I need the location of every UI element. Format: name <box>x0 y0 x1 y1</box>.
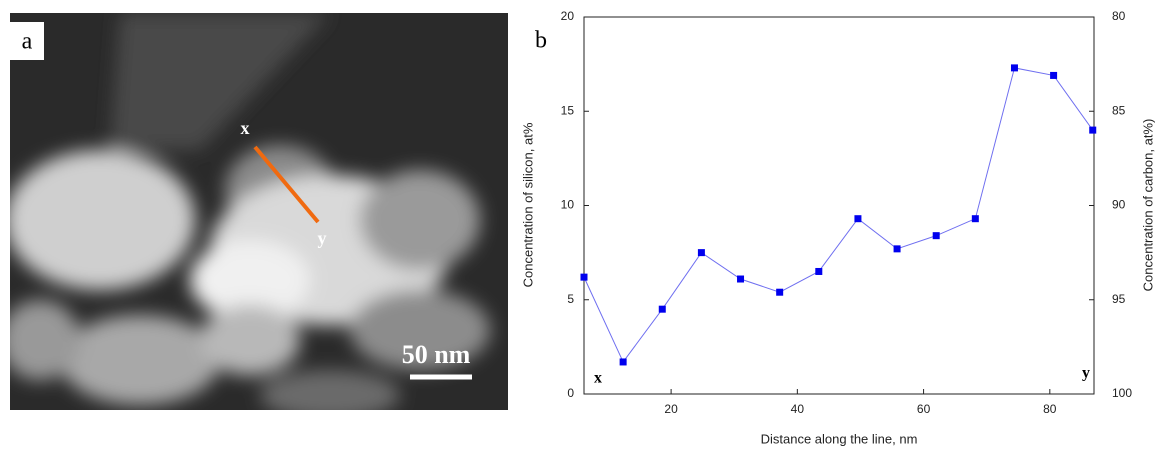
x-tick-label: 80 <box>1043 402 1057 416</box>
y2-tick-label: 95 <box>1112 292 1126 306</box>
data-point <box>932 232 940 240</box>
data-point <box>580 273 588 281</box>
data-point <box>854 215 862 223</box>
y2-tick-label: 85 <box>1112 103 1126 117</box>
y-axis-title: Concentration of silicon, at% <box>520 122 535 287</box>
x-tick-label: 60 <box>917 402 931 416</box>
y-tick-label: 15 <box>561 103 575 117</box>
panel-label: a <box>22 29 33 55</box>
data-point <box>1050 71 1058 79</box>
annotation: x <box>594 370 602 387</box>
data-point <box>737 275 745 283</box>
data-point <box>1089 126 1097 134</box>
y2-axis-title: Concentration of carbon, at%) <box>1140 119 1155 292</box>
marker-end: y <box>318 228 327 248</box>
data-point <box>815 267 823 275</box>
panel-label-box <box>10 22 44 60</box>
annotation: y <box>1082 365 1090 382</box>
data-point <box>697 249 705 257</box>
marker-start: x <box>241 118 250 138</box>
series-line <box>583 67 1094 363</box>
scale-bar-label: 50 nm <box>402 340 471 369</box>
data-point <box>971 215 979 223</box>
y-tick-label: 5 <box>567 292 574 306</box>
y2-tick-label: 100 <box>1112 386 1132 400</box>
y-tick-label: 10 <box>561 198 575 212</box>
panel-label: b <box>535 28 547 54</box>
micrograph <box>10 13 508 410</box>
y2-tick-label: 90 <box>1112 198 1126 212</box>
data-point <box>1010 64 1018 72</box>
data-point <box>776 288 784 296</box>
plot-frame <box>583 16 1095 395</box>
data-point <box>619 358 627 366</box>
y-tick-label: 20 <box>561 9 575 23</box>
x-tick-label: 20 <box>664 402 678 416</box>
y-tick-label: 0 <box>567 386 574 400</box>
x-axis-title: Distance along the line, nm <box>761 431 918 446</box>
y2-tick-label: 80 <box>1112 9 1126 23</box>
data-point <box>658 305 666 313</box>
data-point <box>893 245 901 253</box>
x-tick-label: 40 <box>791 402 805 416</box>
